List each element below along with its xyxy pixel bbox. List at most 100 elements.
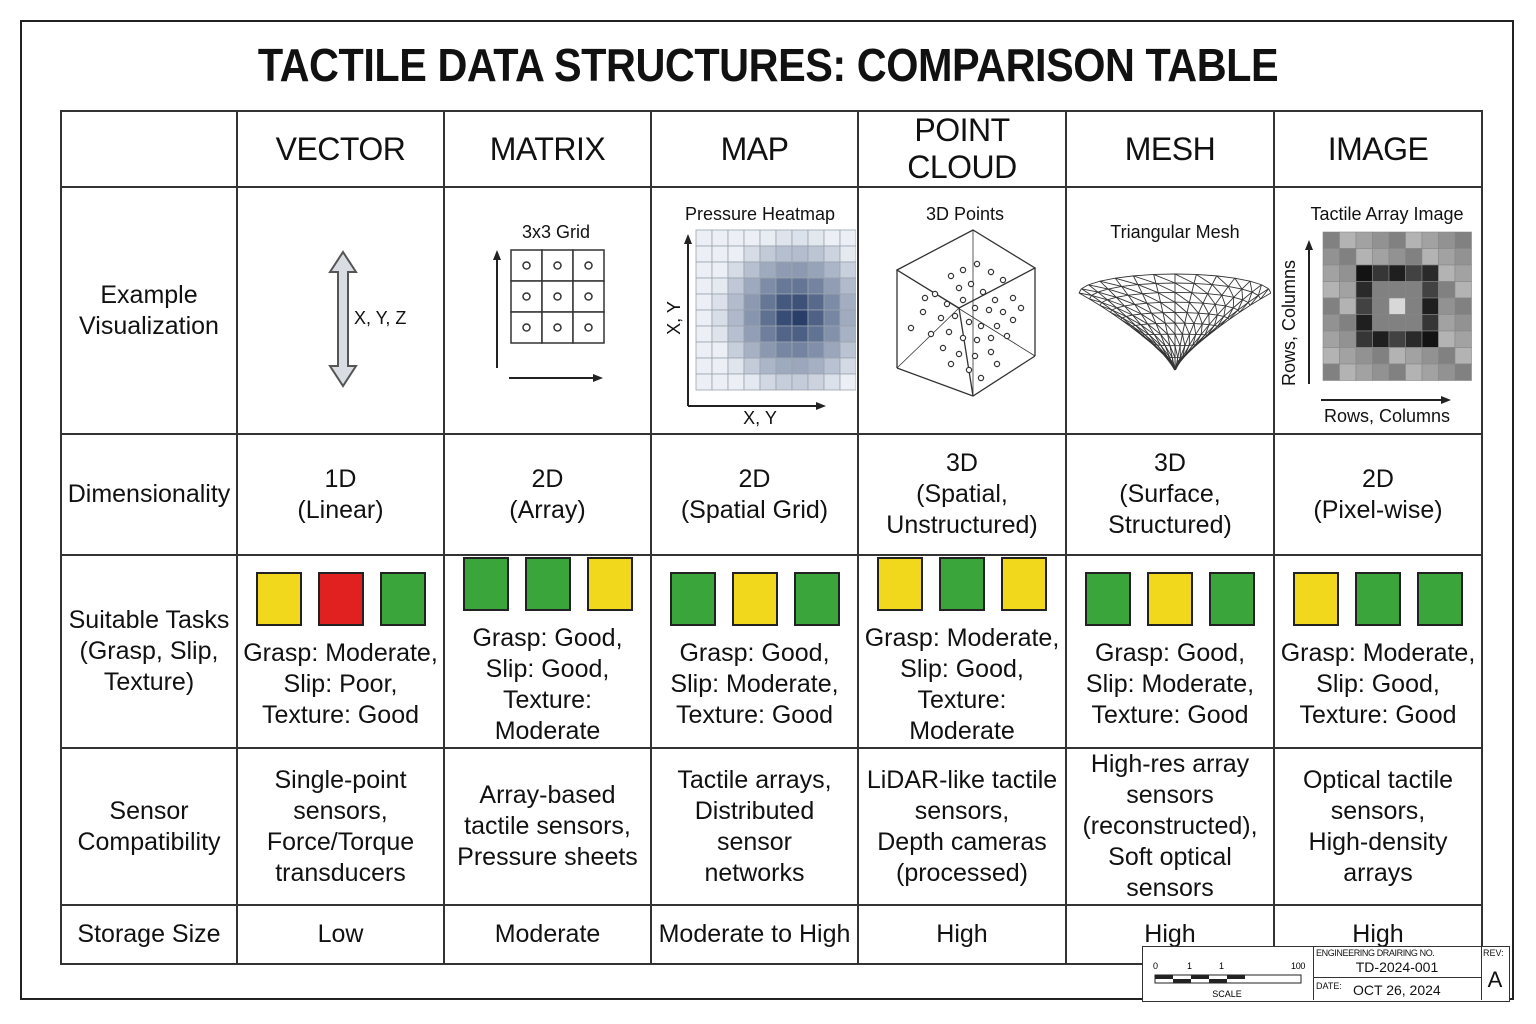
heatmap-cell <box>791 357 809 375</box>
mesh-edge <box>1268 288 1272 294</box>
mesh-edge <box>1193 323 1197 335</box>
heatmap-cell <box>695 261 713 279</box>
visualization-row: Example Visualization X, Y, Z 3x3 Grid <box>60 186 1483 435</box>
rating-boxes <box>863 556 1061 611</box>
mesh-edge <box>1188 334 1197 346</box>
column-header: MAP <box>650 110 859 188</box>
mesh-edge <box>1157 292 1162 303</box>
cloud-point <box>965 366 973 374</box>
point-cloud-visualization: 3D Points <box>857 186 1067 435</box>
cloud-point <box>947 360 955 368</box>
mesh-edge <box>1088 280 1101 286</box>
heatmap-cell <box>759 309 777 327</box>
heatmap-cell <box>759 341 777 359</box>
rating-box-good <box>669 572 716 626</box>
mesh-edge <box>1194 282 1213 286</box>
tasks-cell: Grasp: Moderate, Slip: Poor, Texture: Good <box>236 554 445 749</box>
pixel <box>1372 314 1390 332</box>
mesh-edge <box>1239 305 1251 313</box>
mesh-edge <box>1227 286 1235 298</box>
cell-line: High-density arrays <box>1308 827 1448 887</box>
rating-box-good <box>524 556 571 611</box>
mesh-edge <box>1140 313 1157 324</box>
pixel <box>1372 330 1390 348</box>
pixel <box>1372 248 1390 266</box>
tactile-image-title: Tactile Array Image <box>1310 204 1463 224</box>
sensor-cell: Tactile arrays, Distributed sensor network… <box>650 747 859 906</box>
mesh-edge <box>1121 316 1127 319</box>
mesh-edge <box>1164 323 1169 335</box>
mesh-edge <box>1116 307 1133 316</box>
cell-line: Depth cameras <box>877 827 1047 856</box>
heatmap-cell <box>791 293 809 311</box>
double-arrow-icon <box>328 250 358 388</box>
heatmap-cell <box>711 277 729 295</box>
mesh-edge <box>1158 292 1176 303</box>
heatmap-cell <box>823 357 841 375</box>
tasks-text: Grasp: Moderate, Slip: Good, Texture: Mode… <box>863 623 1061 747</box>
heatmap-cell <box>711 357 729 375</box>
mesh-edge <box>1179 334 1183 346</box>
heatmap-cell <box>743 325 761 343</box>
mesh-edge <box>1107 296 1117 301</box>
heatmap-cell <box>823 261 841 279</box>
mesh-edge <box>1116 294 1129 298</box>
pixel <box>1421 248 1439 266</box>
mesh-edge <box>1124 303 1135 307</box>
cell-line: Slip: Good, <box>1316 670 1440 698</box>
cloud-point <box>951 312 959 320</box>
mesh-edge <box>1156 344 1168 357</box>
cell-line: Grasp: Moderate, <box>1280 639 1476 667</box>
cell-line: Soft optical sensors <box>1108 843 1232 902</box>
cell-line: Slip: Moderate, <box>670 670 839 698</box>
mesh-edge <box>1237 299 1244 311</box>
cloud-point <box>979 288 987 296</box>
cell-line: sensors, <box>1330 796 1426 825</box>
mesh-edge <box>1182 345 1186 357</box>
dimensionality-cell: 2D (Array) <box>443 433 652 556</box>
heatmap-diagram: Pressure Heatmap X, Y X, Y <box>664 204 857 428</box>
scale-label: SCALE <box>1212 989 1242 999</box>
mesh-edge <box>1249 298 1261 306</box>
pixel <box>1355 231 1373 249</box>
mesh-edge <box>1162 312 1176 324</box>
pixel <box>1421 314 1439 332</box>
mesh-edge <box>1134 304 1142 315</box>
cell-line: Structured) <box>1108 511 1232 539</box>
mesh-edge <box>1147 323 1155 335</box>
mesh-edge <box>1228 309 1239 320</box>
arrow-right-icon <box>1441 396 1451 404</box>
heatmap-cell <box>807 309 825 327</box>
cell-line: 3D <box>1154 449 1186 477</box>
mesh-edge <box>1204 324 1210 335</box>
pixel <box>1405 347 1423 365</box>
mesh-edge <box>1107 299 1125 307</box>
cloud-point <box>993 322 1001 330</box>
mesh-edge <box>1133 274 1154 277</box>
cell-line: 2D <box>738 464 771 493</box>
mesh-edge <box>1160 345 1170 358</box>
pixel <box>1322 330 1340 348</box>
mesh-edge <box>1099 304 1113 311</box>
cell-line: Unstructured) <box>886 511 1038 539</box>
rating-box-good <box>462 556 509 611</box>
cell-line: (processed) <box>896 858 1028 887</box>
mesh-edge <box>1116 296 1135 305</box>
mesh-edge <box>1225 305 1234 309</box>
mesh-edge <box>1146 302 1161 304</box>
tasks-text: Grasp: Moderate, Slip: Good, Texture: Good <box>1279 638 1477 731</box>
heatmap-cell <box>695 373 713 391</box>
mesh-edge <box>1258 295 1261 300</box>
mesh-edge <box>1091 294 1108 301</box>
pixel <box>1405 330 1423 348</box>
heatmap-cell <box>839 357 857 375</box>
mesh-edge <box>1241 288 1244 300</box>
pixel <box>1339 281 1357 299</box>
mesh-edge <box>1126 314 1133 317</box>
heatmap-cell <box>775 341 793 359</box>
rating-box-good <box>1355 572 1401 626</box>
cube-wireframe <box>895 229 1037 397</box>
pixel <box>1438 314 1456 332</box>
column-header: VECTOR <box>236 110 445 188</box>
cell-line: networks <box>704 858 805 887</box>
